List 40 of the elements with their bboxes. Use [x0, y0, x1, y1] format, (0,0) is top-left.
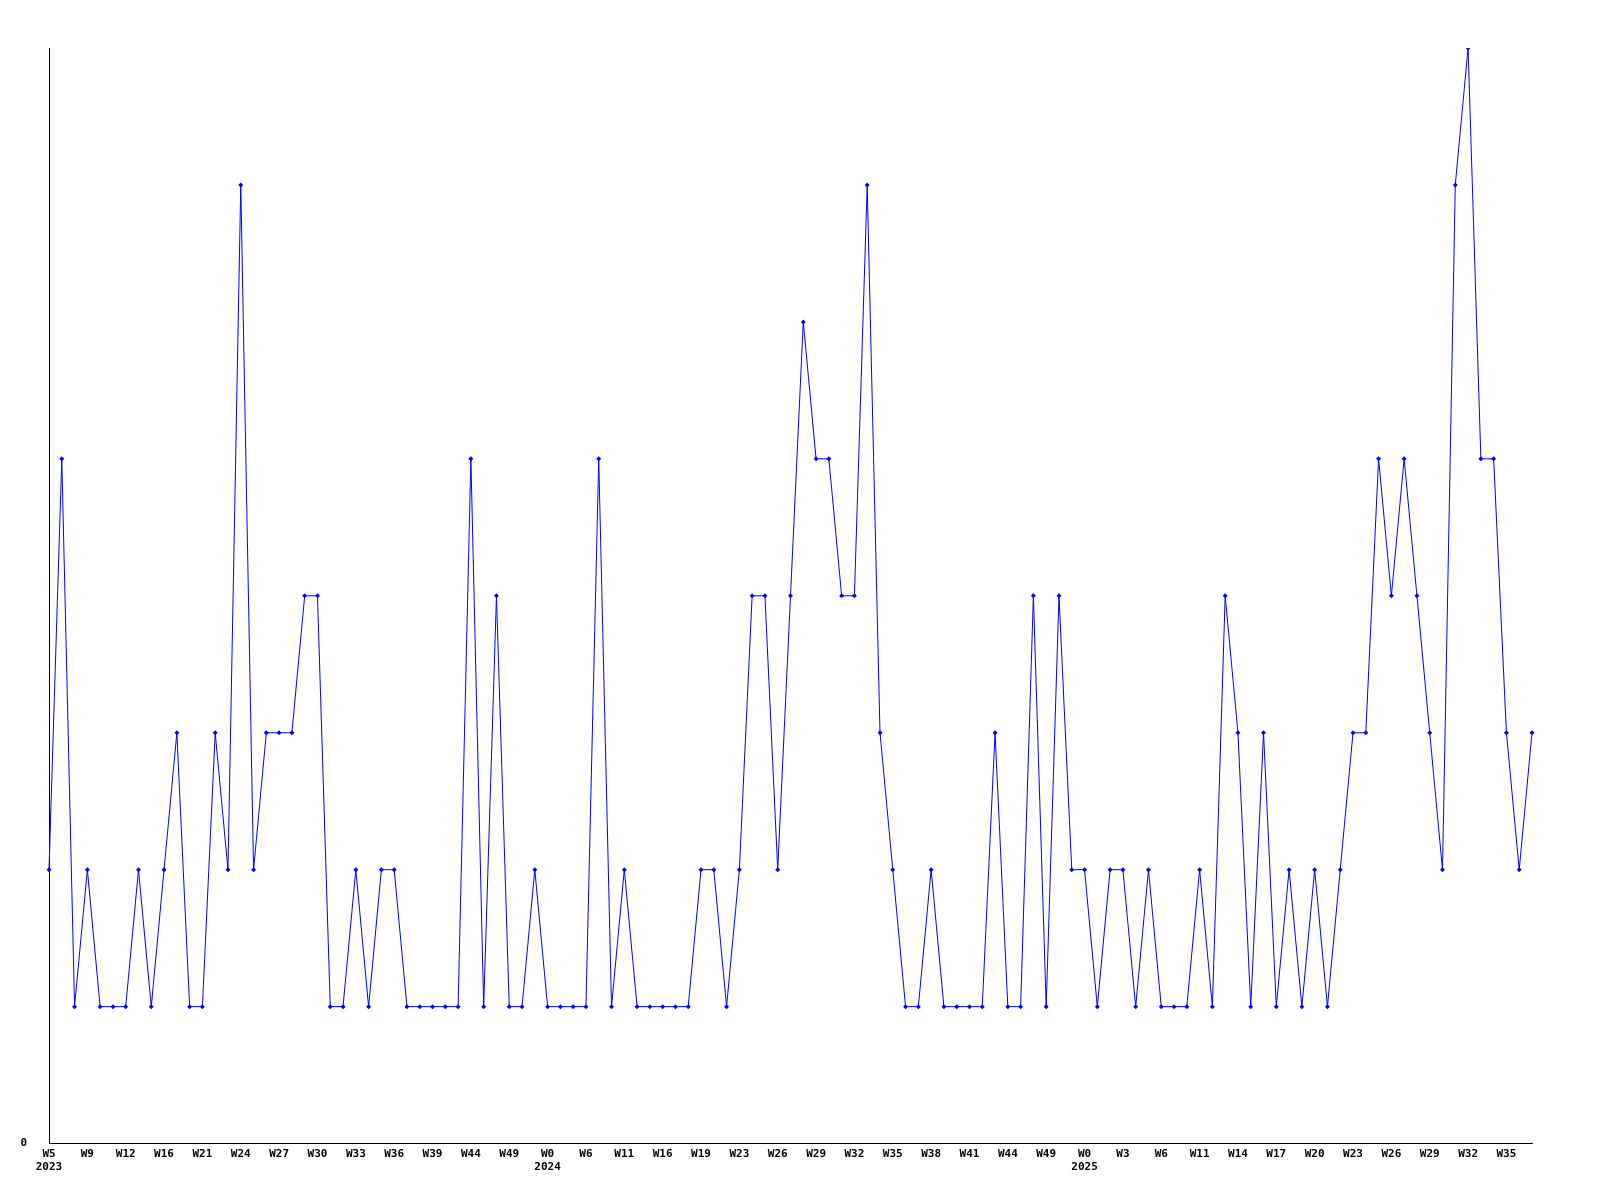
x-tick-label: W12 [115, 1147, 136, 1161]
x-tick-label: W29 [1419, 1147, 1440, 1161]
x-tick-label: W35 [1496, 1147, 1517, 1161]
x-tick-label: W44 [460, 1147, 482, 1161]
x-tick-label: W20 [1304, 1147, 1325, 1161]
x-tick-label: W49 [499, 1147, 520, 1161]
x-tick-label: W27 [269, 1147, 290, 1161]
x-tick-label: W32 [844, 1147, 865, 1161]
x-tick-label: W16 [154, 1147, 175, 1161]
x-tick-label: W35 [882, 1147, 903, 1161]
x-tick-label: W26 [1381, 1147, 1402, 1161]
x-tick-label: W14 [1228, 1147, 1249, 1161]
x-tick-label: W11 [614, 1147, 635, 1161]
x-tick-label: W38 [921, 1147, 942, 1161]
x-tick-label: W49 [1036, 1147, 1057, 1161]
x-tick-label: W24 [230, 1147, 252, 1161]
x-tick-label: W21 [192, 1147, 213, 1161]
x-tick-label: W39 [422, 1147, 443, 1161]
x-tick-label: W30 [307, 1147, 328, 1161]
x-tick-label: W16 [652, 1147, 673, 1161]
x-tick-label: W9 [80, 1147, 94, 1161]
x-tick-label: W23 [1343, 1147, 1363, 1161]
x-tick-label: W6 [579, 1147, 593, 1161]
x-tick-label: W44 [997, 1147, 1019, 1161]
x-tick-label: W0 2024 [534, 1147, 562, 1174]
x-tick-label: W19 [691, 1147, 711, 1161]
x-tick-label: W23 [729, 1147, 750, 1161]
x-tick-label: W5 2023 [35, 1147, 63, 1174]
x-tick-label: W41 [959, 1147, 980, 1161]
x-tick-label: W29 [806, 1147, 827, 1161]
x-tick-label: W36 [384, 1147, 405, 1161]
x-tick-label: W6 [1154, 1147, 1169, 1161]
x-tick-label: W11 [1189, 1147, 1210, 1161]
x-tick-label: W32 [1458, 1147, 1479, 1161]
x-tick-label: W33 [345, 1147, 366, 1161]
x-tick-label: W3 [1116, 1147, 1130, 1161]
x-tick-label: W0 2025 [1071, 1147, 1098, 1174]
x-tick-label: W17 [1266, 1147, 1287, 1161]
x-tick-label: W26 [767, 1147, 789, 1161]
text: 0 [20, 1136, 27, 1150]
